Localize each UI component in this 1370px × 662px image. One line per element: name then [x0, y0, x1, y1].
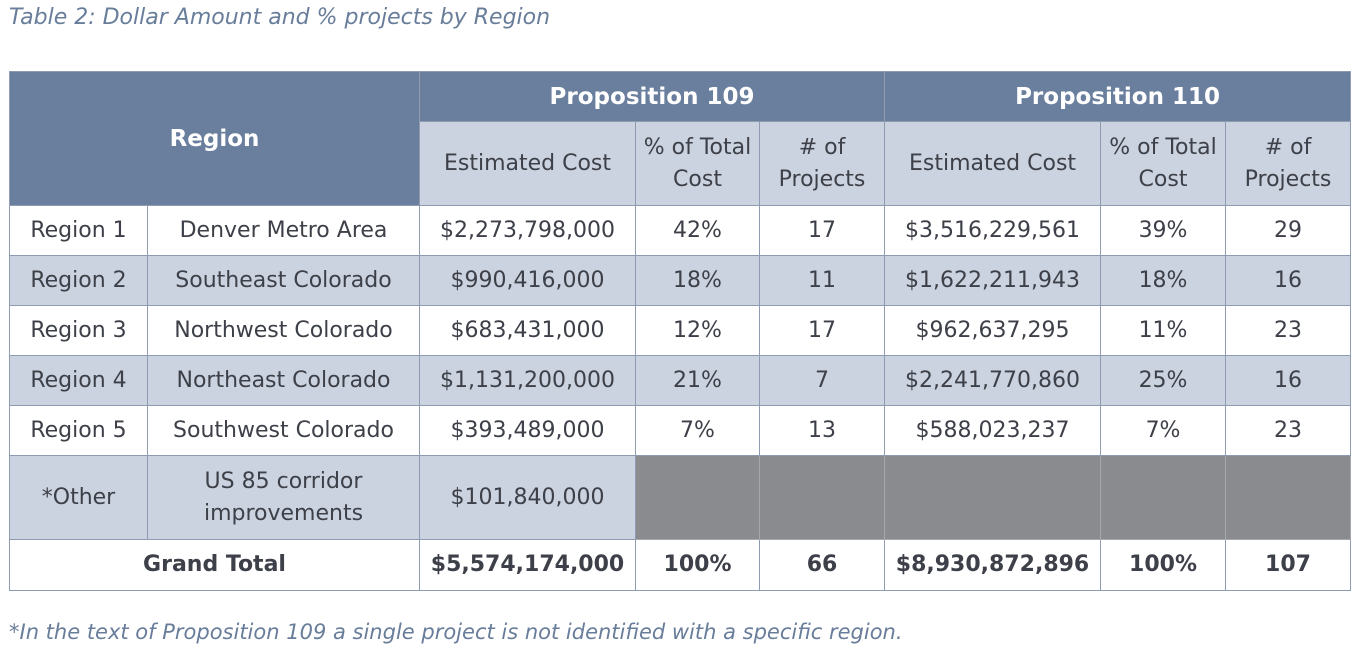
- p109-pct-cell: 21%: [635, 355, 760, 406]
- area-cell: Northeast Colorado: [147, 355, 420, 406]
- area-cell: Southwest Colorado: [147, 405, 420, 456]
- table-row: Region 3 Northwest Colorado $683,431,000…: [9, 305, 1352, 356]
- prop109-header: Proposition 109: [418, 71, 886, 122]
- p110-cost-cell: $2,241,770,860: [884, 355, 1102, 406]
- p109-total-pct: 100%: [635, 539, 760, 591]
- p109-count-cell: 7: [758, 355, 886, 406]
- region-cell: Region 2: [9, 255, 148, 306]
- prop110-pct-total-header: % of Total Cost: [1100, 121, 1227, 206]
- area-cell: Northwest Colorado: [147, 305, 420, 356]
- p110-count-cell: 29: [1225, 205, 1352, 256]
- p110-total-cost: $8,930,872,896: [884, 539, 1102, 591]
- p109-pct-cell: 42%: [635, 205, 760, 256]
- table-row-other: *Other US 85 corridor improvements $101,8…: [9, 455, 1352, 540]
- p109-count-cell: 13: [758, 405, 886, 456]
- p109-pct-cell: 12%: [635, 305, 760, 356]
- p109-cost-cell: $393,489,000: [419, 405, 636, 456]
- prop110-num-projects-header: # of Projects: [1225, 121, 1352, 206]
- p110-count-cell: 23: [1225, 405, 1352, 456]
- table-row: Region 4 Northeast Colorado $1,131,200,0…: [9, 355, 1352, 406]
- region-cell: Region 3: [9, 305, 148, 356]
- p110-cost-cell: $588,023,237: [884, 405, 1102, 456]
- p110-count-cell: 16: [1225, 355, 1352, 406]
- prop109-pct-total-header: % of Total Cost: [635, 121, 760, 206]
- grand-total-label: Grand Total: [9, 539, 420, 591]
- region-cell: *Other: [9, 455, 148, 540]
- prop110-header: Proposition 110: [884, 71, 1352, 122]
- region-cell: Region 4: [9, 355, 148, 406]
- p110-cost-cell: $3,516,229,561: [884, 205, 1102, 256]
- prop109-num-projects-header: # of Projects: [758, 121, 886, 206]
- region-cell: Region 1: [9, 205, 148, 256]
- footnote: *In the text of Proposition 109 a single…: [9, 620, 903, 644]
- p109-pct-cell: 18%: [635, 255, 760, 306]
- table-row: Region 2 Southeast Colorado $990,416,000…: [9, 255, 1352, 306]
- p110-pct-cell: 11%: [1100, 305, 1227, 356]
- p109-count-cell: 17: [758, 305, 886, 356]
- blank-cell: [884, 455, 1102, 540]
- table-caption: Table 2: Dollar Amount and % projects by…: [9, 5, 551, 30]
- area-cell: US 85 corridor improvements: [147, 455, 420, 540]
- region-cost-table: Region Proposition 109 Proposition 110 E…: [9, 71, 1352, 591]
- p110-count-cell: 23: [1225, 305, 1352, 356]
- p110-pct-cell: 7%: [1100, 405, 1227, 456]
- p110-pct-cell: 39%: [1100, 205, 1227, 256]
- blank-cell: [1225, 455, 1352, 540]
- p110-cost-cell: $962,637,295: [884, 305, 1102, 356]
- p109-count-cell: 17: [758, 205, 886, 256]
- area-cell: Denver Metro Area: [147, 205, 420, 256]
- region-cell: Region 5: [9, 405, 148, 456]
- grand-total-row: Grand Total $5,574,174,000 100% 66 $8,93…: [9, 539, 1352, 591]
- table-row: Region 1 Denver Metro Area $2,273,798,00…: [9, 205, 1352, 256]
- p110-count-cell: 16: [1225, 255, 1352, 306]
- p109-cost-cell: $1,131,200,000: [419, 355, 636, 406]
- p109-cost-cell: $2,273,798,000: [419, 205, 636, 256]
- p110-total-pct: 100%: [1100, 539, 1227, 591]
- p110-pct-cell: 25%: [1100, 355, 1227, 406]
- blank-cell: [635, 455, 760, 540]
- p110-pct-cell: 18%: [1100, 255, 1227, 306]
- p109-pct-cell: 7%: [635, 405, 760, 456]
- p109-total-count: 66: [758, 539, 886, 591]
- prop109-estimated-cost-header: Estimated Cost: [419, 121, 636, 206]
- p109-cost-cell: $101,840,000: [419, 455, 636, 540]
- p109-total-cost: $5,574,174,000: [419, 539, 636, 591]
- area-cell: Southeast Colorado: [147, 255, 420, 306]
- p110-cost-cell: $1,622,211,943: [884, 255, 1102, 306]
- blank-cell: [1100, 455, 1227, 540]
- blank-cell: [758, 455, 886, 540]
- p109-cost-cell: $990,416,000: [419, 255, 636, 306]
- prop110-estimated-cost-header: Estimated Cost: [884, 121, 1102, 206]
- table-row: Region 5 Southwest Colorado $393,489,000…: [9, 405, 1352, 456]
- region-header: Region: [9, 71, 420, 206]
- p110-total-count: 107: [1225, 539, 1352, 591]
- p109-count-cell: 11: [758, 255, 886, 306]
- p109-cost-cell: $683,431,000: [419, 305, 636, 356]
